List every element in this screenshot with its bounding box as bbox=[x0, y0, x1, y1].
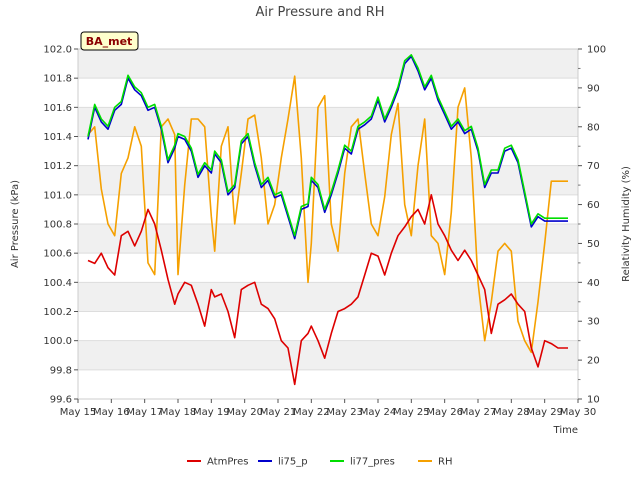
series-line-li75-p bbox=[87, 55, 568, 240]
x-tick-label: May 19 bbox=[193, 407, 230, 418]
right-axis-ticks: 10 20 30 40 50 60 70 80 90 100 bbox=[578, 45, 606, 406]
left-tick-label: 102.0 bbox=[43, 45, 72, 56]
legend-label: RH bbox=[438, 457, 452, 468]
grid-band bbox=[78, 253, 578, 283]
grid-bands bbox=[78, 49, 578, 399]
legend: AtmPres li75_p li77_pres RH bbox=[187, 457, 452, 468]
grid-band bbox=[78, 311, 578, 341]
right-tick-label: 90 bbox=[587, 83, 600, 94]
left-tick-label: 100.6 bbox=[43, 249, 72, 260]
x-tick-label: May 29 bbox=[526, 407, 563, 418]
right-tick-label: 10 bbox=[587, 395, 600, 406]
left-tick-label: 100.0 bbox=[43, 336, 72, 347]
x-tick-label: May 16 bbox=[93, 407, 130, 418]
grid-band bbox=[78, 224, 578, 254]
chart-title: Air Pressure and RH bbox=[255, 5, 384, 20]
grid-band bbox=[78, 78, 578, 108]
x-tick-label: May 20 bbox=[226, 407, 263, 418]
x-tick-label: May 25 bbox=[393, 407, 430, 418]
right-tick-label: 50 bbox=[587, 239, 600, 250]
right-tick-label: 100 bbox=[587, 45, 606, 56]
left-tick-label: 101.0 bbox=[43, 190, 72, 201]
legend-label: li77_pres bbox=[350, 457, 395, 468]
left-tick-label: 101.6 bbox=[43, 103, 72, 114]
grid-band bbox=[78, 49, 578, 79]
right-tick-label: 60 bbox=[587, 200, 600, 211]
x-tick-label: May 26 bbox=[426, 407, 463, 418]
y-axis-right-label: Relativity Humidity (%) bbox=[621, 166, 632, 282]
left-tick-label: 99.8 bbox=[50, 365, 72, 376]
x-tick-label: May 27 bbox=[460, 407, 497, 418]
left-tick-label: 100.8 bbox=[43, 220, 72, 231]
right-tick-label: 80 bbox=[587, 122, 600, 133]
left-tick-label: 100.2 bbox=[43, 307, 72, 318]
site-badge-label: BA_met bbox=[86, 35, 133, 48]
left-tick-label: 99.6 bbox=[50, 395, 72, 406]
x-tick-label: May 30 bbox=[560, 407, 597, 418]
x-axis-label: Time bbox=[553, 425, 578, 436]
right-tick-label: 70 bbox=[587, 161, 600, 172]
right-tick-label: 30 bbox=[587, 317, 600, 328]
grid-band bbox=[78, 369, 578, 399]
left-tick-label: 101.2 bbox=[43, 161, 72, 172]
grid-band bbox=[78, 282, 578, 312]
x-tick-label: May 23 bbox=[326, 407, 363, 418]
series-line-atmpres bbox=[87, 194, 568, 386]
site-badge-box bbox=[80, 31, 139, 51]
left-tick-label: 100.4 bbox=[43, 278, 72, 289]
series-layer bbox=[87, 53, 568, 386]
left-tick-label: 101.4 bbox=[43, 132, 72, 143]
left-tick-label: 101.8 bbox=[43, 74, 72, 85]
grid-band bbox=[78, 107, 578, 137]
x-tick-label: May 15 bbox=[60, 407, 97, 418]
x-tick-label: May 22 bbox=[293, 407, 330, 418]
x-tick-label: May 17 bbox=[126, 407, 163, 418]
legend-label: li75_p bbox=[278, 457, 308, 468]
x-tick-label: May 24 bbox=[360, 407, 397, 418]
x-tick-label: May 21 bbox=[260, 407, 297, 418]
left-axis-ticks: 99.6 99.8 100.0 100.2 100.4 100.6 100.8 101.0 10… bbox=[43, 45, 78, 406]
x-tick-label: May 28 bbox=[493, 407, 530, 418]
right-tick-label: 20 bbox=[587, 356, 600, 367]
right-tick-label: 40 bbox=[587, 278, 600, 289]
legend-label: AtmPres bbox=[207, 457, 248, 468]
site-badge: BA_met bbox=[80, 31, 139, 51]
series-line-li77-pres bbox=[87, 53, 568, 237]
x-tick-label: May 18 bbox=[160, 407, 197, 418]
y-axis-left-label: Air Pressure (kPa) bbox=[10, 180, 21, 268]
